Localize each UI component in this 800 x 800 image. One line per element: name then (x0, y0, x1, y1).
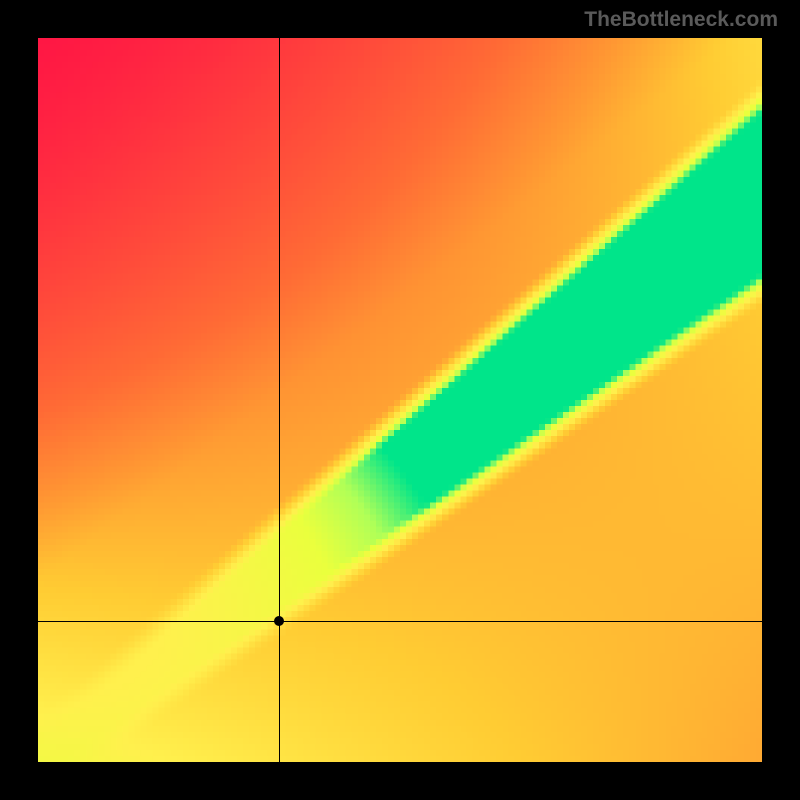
watermark-text: TheBottleneck.com (584, 8, 778, 32)
heatmap-canvas (38, 38, 762, 762)
crosshair-horizontal (38, 621, 762, 622)
crosshair-marker (274, 616, 284, 626)
heatmap-chart (38, 38, 762, 762)
crosshair-vertical (279, 38, 280, 762)
